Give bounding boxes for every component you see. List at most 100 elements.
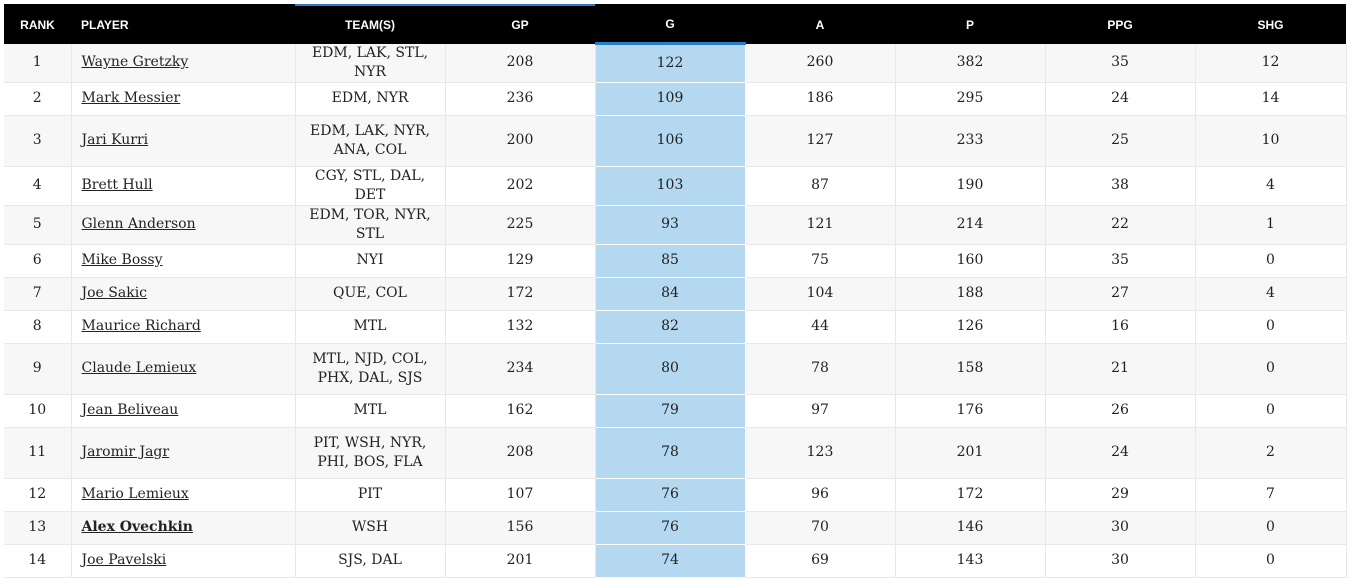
stat-cell: 29 [1045, 478, 1196, 512]
player-cell: Joe Sakic [71, 277, 296, 311]
stat-cell: 8 [4, 310, 72, 344]
stat-cell: 12 [1195, 43, 1347, 83]
stat-cell: 234 [445, 343, 596, 395]
player-link[interactable]: Jean Beliveau [81, 402, 179, 418]
stat-cell: 26 [1045, 394, 1196, 428]
player-link[interactable]: Jaromir Jagr [81, 444, 170, 460]
player-link[interactable]: Alex Ovechkin [81, 519, 193, 535]
stat-cell: 382 [895, 43, 1046, 83]
stat-cell: 160 [895, 244, 1046, 278]
player-cell: Jean Beliveau [71, 394, 296, 428]
stat-cell: 9 [4, 343, 72, 395]
player-cell: Mark Messier [71, 82, 296, 116]
stat-cell: 10 [1195, 115, 1347, 167]
stat-cell: 4 [4, 166, 72, 206]
player-link[interactable]: Maurice Richard [81, 318, 201, 334]
player-link[interactable]: Mark Messier [81, 90, 181, 106]
stat-cell: 0 [1195, 310, 1347, 344]
stat-cell: 172 [895, 478, 1046, 512]
table-row: 2 Mark Messier EDM, NYR 236 109 186 295 24 14 [4, 82, 1347, 116]
stat-cell: 38 [1045, 166, 1196, 206]
stat-cell: 14 [1195, 82, 1347, 116]
table-row: 14 Joe Pavelski SJS, DAL 201 74 69 143 30 0 [4, 544, 1347, 578]
stat-cell: 27 [1045, 277, 1196, 311]
stat-cell: 190 [895, 166, 1046, 206]
stat-cell: 109 [595, 82, 746, 116]
stat-cell: 30 [1045, 511, 1196, 545]
player-link[interactable]: Brett Hull [81, 177, 153, 193]
stat-cell: 225 [445, 205, 596, 245]
stat-cell: 4 [1195, 277, 1347, 311]
stat-cell: 127 [745, 115, 896, 167]
table-row: 10 Jean Beliveau MTL 162 79 97 176 26 0 [4, 394, 1347, 428]
column-header[interactable]: RANK [4, 4, 71, 44]
table-row: 13 Alex Ovechkin WSH 156 76 70 146 30 0 [4, 511, 1347, 545]
column-header[interactable]: A [745, 4, 895, 44]
stat-cell: 5 [4, 205, 72, 245]
stat-cell: 0 [1195, 343, 1347, 395]
stat-cell: 24 [1045, 82, 1196, 116]
stat-cell: 123 [745, 427, 896, 479]
stat-cell: 233 [895, 115, 1046, 167]
stat-cell: 13 [4, 511, 72, 545]
column-header[interactable]: GP [445, 4, 595, 44]
player-link[interactable]: Glenn Anderson [81, 216, 196, 232]
stat-cell: 12 [4, 478, 72, 512]
player-cell: Brett Hull [71, 166, 296, 206]
stat-cell: 236 [445, 82, 596, 116]
team-cell: PIT [295, 478, 446, 512]
team-cell: MTL [295, 394, 446, 428]
table-row: 12 Mario Lemieux PIT 107 76 96 172 29 7 [4, 478, 1347, 512]
page: RANK PLAYER TEAM(S) GP G A P PPG SHG 1 Wayne Gret… [4, 4, 1347, 578]
player-link[interactable]: Wayne Gretzky [81, 54, 189, 70]
team-cell: PIT, WSH, NYR, PHI, BOS, FLA [295, 427, 446, 479]
table-row: 9 Claude Lemieux MTL, NJD, COL, PHX, DAL, … [4, 343, 1347, 395]
table-row: 8 Maurice Richard MTL 132 82 44 126 16 0 [4, 310, 1347, 344]
player-link[interactable]: Joe Sakic [81, 285, 148, 301]
table-body: 1 Wayne Gretzky EDM, LAK, STL, NYR 208 122 26… [4, 43, 1347, 578]
stat-cell: 107 [445, 478, 596, 512]
stat-cell: 188 [895, 277, 1046, 311]
player-cell: Wayne Gretzky [71, 43, 296, 83]
stat-cell: 208 [445, 43, 596, 83]
stat-cell: 122 [595, 43, 746, 83]
stat-cell: 96 [745, 478, 896, 512]
column-header[interactable]: G [595, 4, 745, 45]
stat-cell: 6 [4, 244, 72, 278]
player-cell: Jari Kurri [71, 115, 296, 167]
stat-cell: 78 [595, 427, 746, 479]
player-link[interactable]: Joe Pavelski [81, 552, 167, 568]
stat-cell: 4 [1195, 166, 1347, 206]
stat-cell: 2 [4, 82, 72, 116]
stat-cell: 35 [1045, 244, 1196, 278]
stats-table: RANK PLAYER TEAM(S) GP G A P PPG SHG 1 Wayne Gret… [4, 4, 1347, 578]
team-cell: SJS, DAL [295, 544, 446, 578]
stat-cell: 129 [445, 244, 596, 278]
header-row: RANK PLAYER TEAM(S) GP G A P PPG SHG [4, 4, 1346, 45]
stat-cell: 75 [745, 244, 896, 278]
stat-cell: 74 [595, 544, 746, 578]
player-cell: Mario Lemieux [71, 478, 296, 512]
table-row: 1 Wayne Gretzky EDM, LAK, STL, NYR 208 122 26… [4, 43, 1347, 83]
player-cell: Alex Ovechkin [71, 511, 296, 545]
player-link[interactable]: Jari Kurri [81, 132, 149, 148]
player-link[interactable]: Mario Lemieux [81, 486, 189, 502]
stat-cell: 11 [4, 427, 72, 479]
team-cell: MTL [295, 310, 446, 344]
column-header[interactable]: SHG [1195, 4, 1346, 44]
player-link[interactable]: Claude Lemieux [81, 360, 197, 376]
column-header[interactable]: PPG [1045, 4, 1195, 44]
stat-cell: 1 [4, 43, 72, 83]
team-cell: EDM, NYR [295, 82, 446, 116]
table-row: 11 Jaromir Jagr PIT, WSH, NYR, PHI, BOS, F… [4, 427, 1347, 479]
stat-cell: 0 [1195, 544, 1347, 578]
column-header[interactable]: TEAM(S) [295, 4, 445, 44]
column-header[interactable]: PLAYER [71, 4, 295, 44]
player-link[interactable]: Mike Bossy [81, 252, 163, 268]
stat-cell: 146 [895, 511, 1046, 545]
column-header[interactable]: P [895, 4, 1045, 44]
player-cell: Joe Pavelski [71, 544, 296, 578]
player-cell: Mike Bossy [71, 244, 296, 278]
stat-cell: 202 [445, 166, 596, 206]
stat-cell: 0 [1195, 394, 1347, 428]
